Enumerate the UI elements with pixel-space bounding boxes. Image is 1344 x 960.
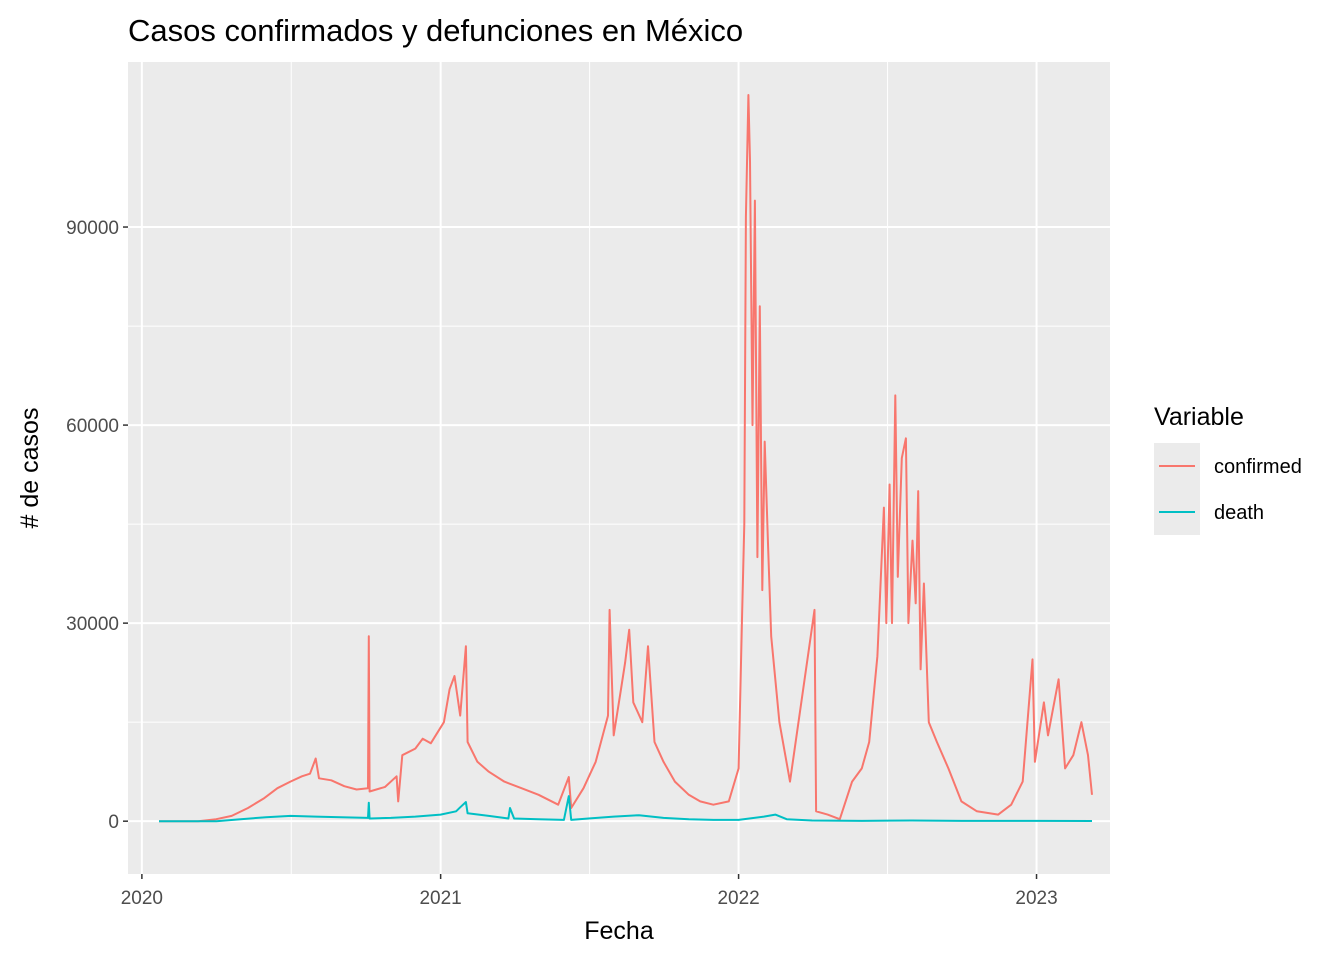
- x-axis-title: Fecha: [584, 917, 654, 945]
- y-tick-label: 90000: [66, 218, 119, 239]
- y-axis-title: # de casos: [16, 408, 44, 529]
- legend-label-confirmed: confirmed: [1214, 456, 1302, 478]
- series-group: [159, 94, 1093, 823]
- series-line-confirmed: [159, 94, 1093, 823]
- plot-panel: [128, 62, 1110, 874]
- x-tick-label: 2021: [419, 888, 461, 909]
- y-tick-label: 60000: [66, 416, 119, 437]
- x-tick-label: 2023: [1015, 888, 1057, 909]
- chart-title: Casos confirmados y defunciones en Méxic…: [128, 13, 743, 48]
- series-line-death: [159, 795, 1093, 823]
- legend-title: Variable: [1154, 403, 1244, 431]
- y-tick-label: 0: [108, 812, 119, 833]
- legend-label-death: death: [1214, 502, 1264, 524]
- y-tick-label: 30000: [66, 614, 119, 635]
- legend: Variable confirmed death: [1154, 403, 1302, 535]
- axis-ticks: 0 30000 60000 90000 2020 2021 2022 2023: [66, 218, 1058, 909]
- x-tick-label: 2022: [717, 888, 759, 909]
- x-tick-label: 2020: [121, 888, 163, 909]
